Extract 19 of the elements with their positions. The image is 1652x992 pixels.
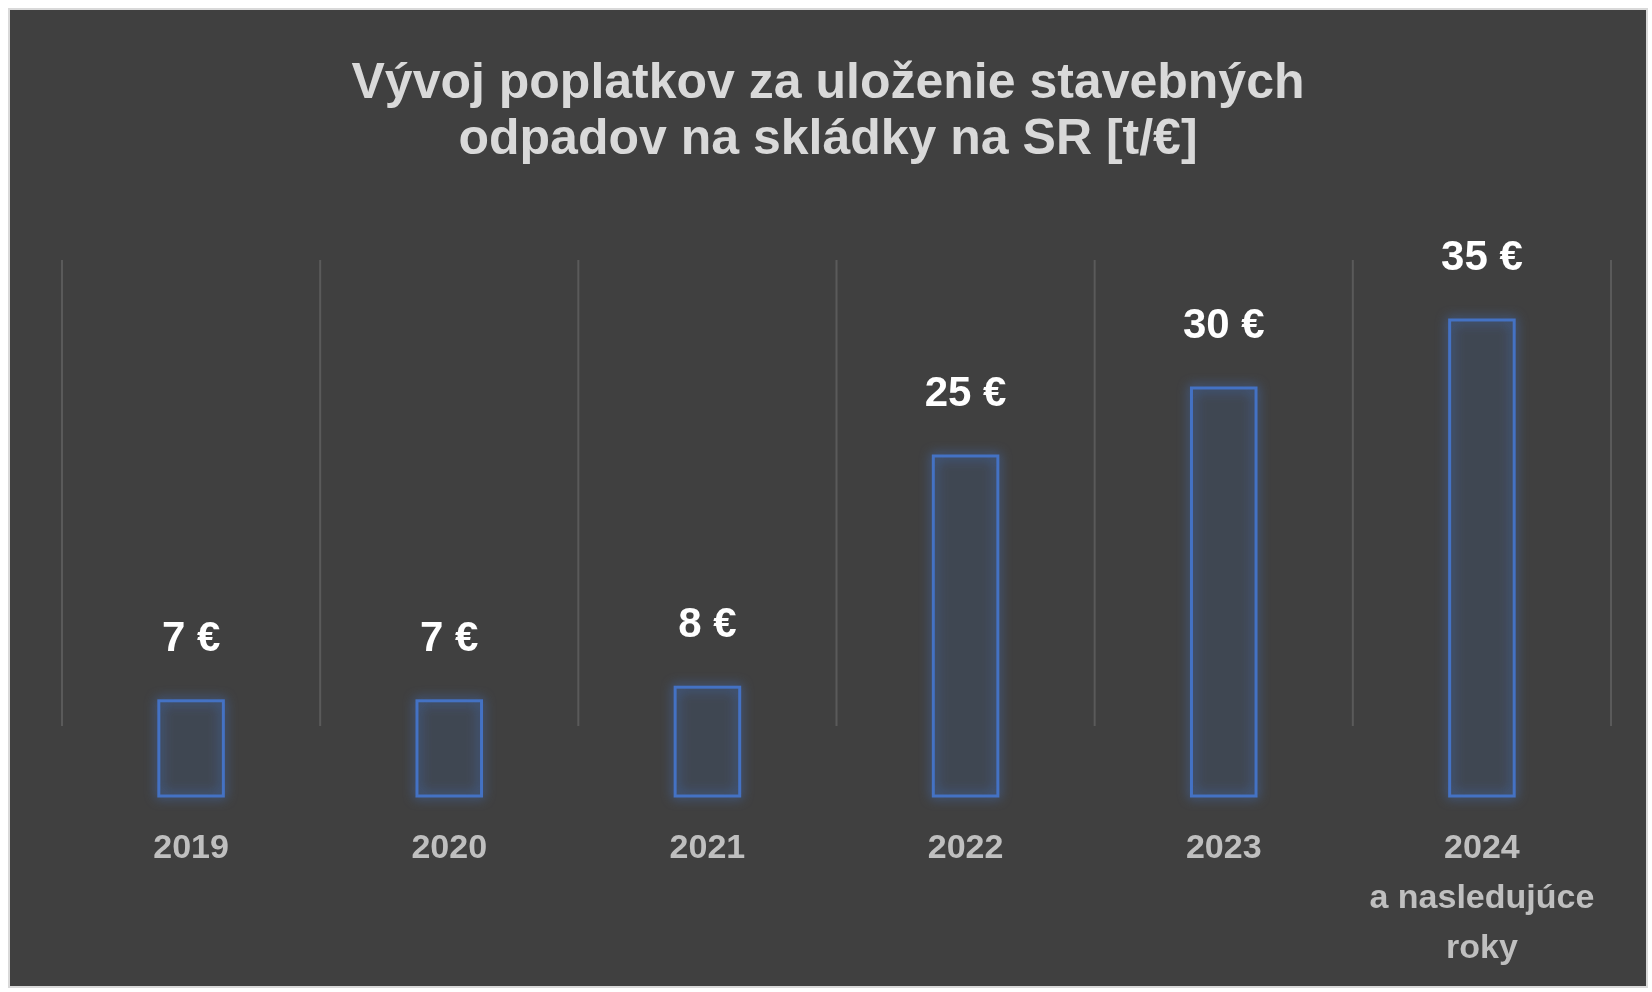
data-label: 35 €	[1441, 232, 1523, 279]
data-label: 8 €	[678, 599, 737, 647]
x-tick-label: 2023	[1185, 827, 1262, 865]
bar	[157, 699, 225, 798]
x-tick-label: 2022	[927, 827, 1004, 865]
chart-title: Vývoj poplatkov za uloženie stavebných odpadov na skládky na SR [t/€]	[351, 53, 1305, 165]
bar	[931, 454, 1000, 798]
bar	[673, 685, 742, 798]
data-label: 25 €	[924, 368, 1007, 415]
bar	[415, 699, 484, 798]
x-tick-label: 2021	[669, 827, 746, 865]
data-label: 30 €	[1182, 300, 1265, 347]
data-label: 7 €	[420, 612, 479, 660]
x-tick-label: 2020	[411, 827, 488, 865]
x-tick-label: 2019	[153, 827, 229, 865]
x-tick-label: 2024 a nasledujúce roky	[1369, 827, 1595, 965]
data-label: 7 €	[161, 612, 221, 660]
bar	[1189, 386, 1258, 798]
bar	[1448, 318, 1516, 798]
